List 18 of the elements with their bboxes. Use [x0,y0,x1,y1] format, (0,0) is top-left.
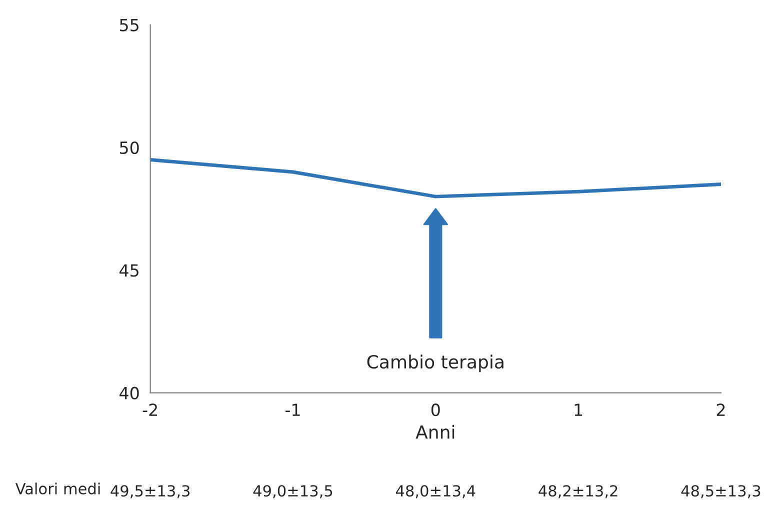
x-tick-label: 2 [716,404,725,416]
y-tick-label: 40 [120,386,139,400]
annotation: Cambio terapia [367,354,504,372]
x-tick-label: 0 [431,404,440,416]
text: 48,2±13,2 [538,485,618,498]
y-tick-label: 55 [120,18,138,32]
text: 48,0±13,4 [396,485,476,498]
text: 49,0±13,5 [253,485,332,498]
line-series [150,158,721,198]
text: Valori medi [15,482,100,494]
text: 48,5±13,3 [681,485,760,498]
y-tick-label: 50 [120,141,139,154]
x-axis-title: Anni [416,424,454,439]
x-tick-label: -1 [286,404,300,416]
x-tick-label: 1 [574,404,582,416]
y-tick-label: 45 [120,264,138,277]
text: 49,5±13,3 [110,485,190,498]
x-tick-label: -2 [142,404,157,416]
